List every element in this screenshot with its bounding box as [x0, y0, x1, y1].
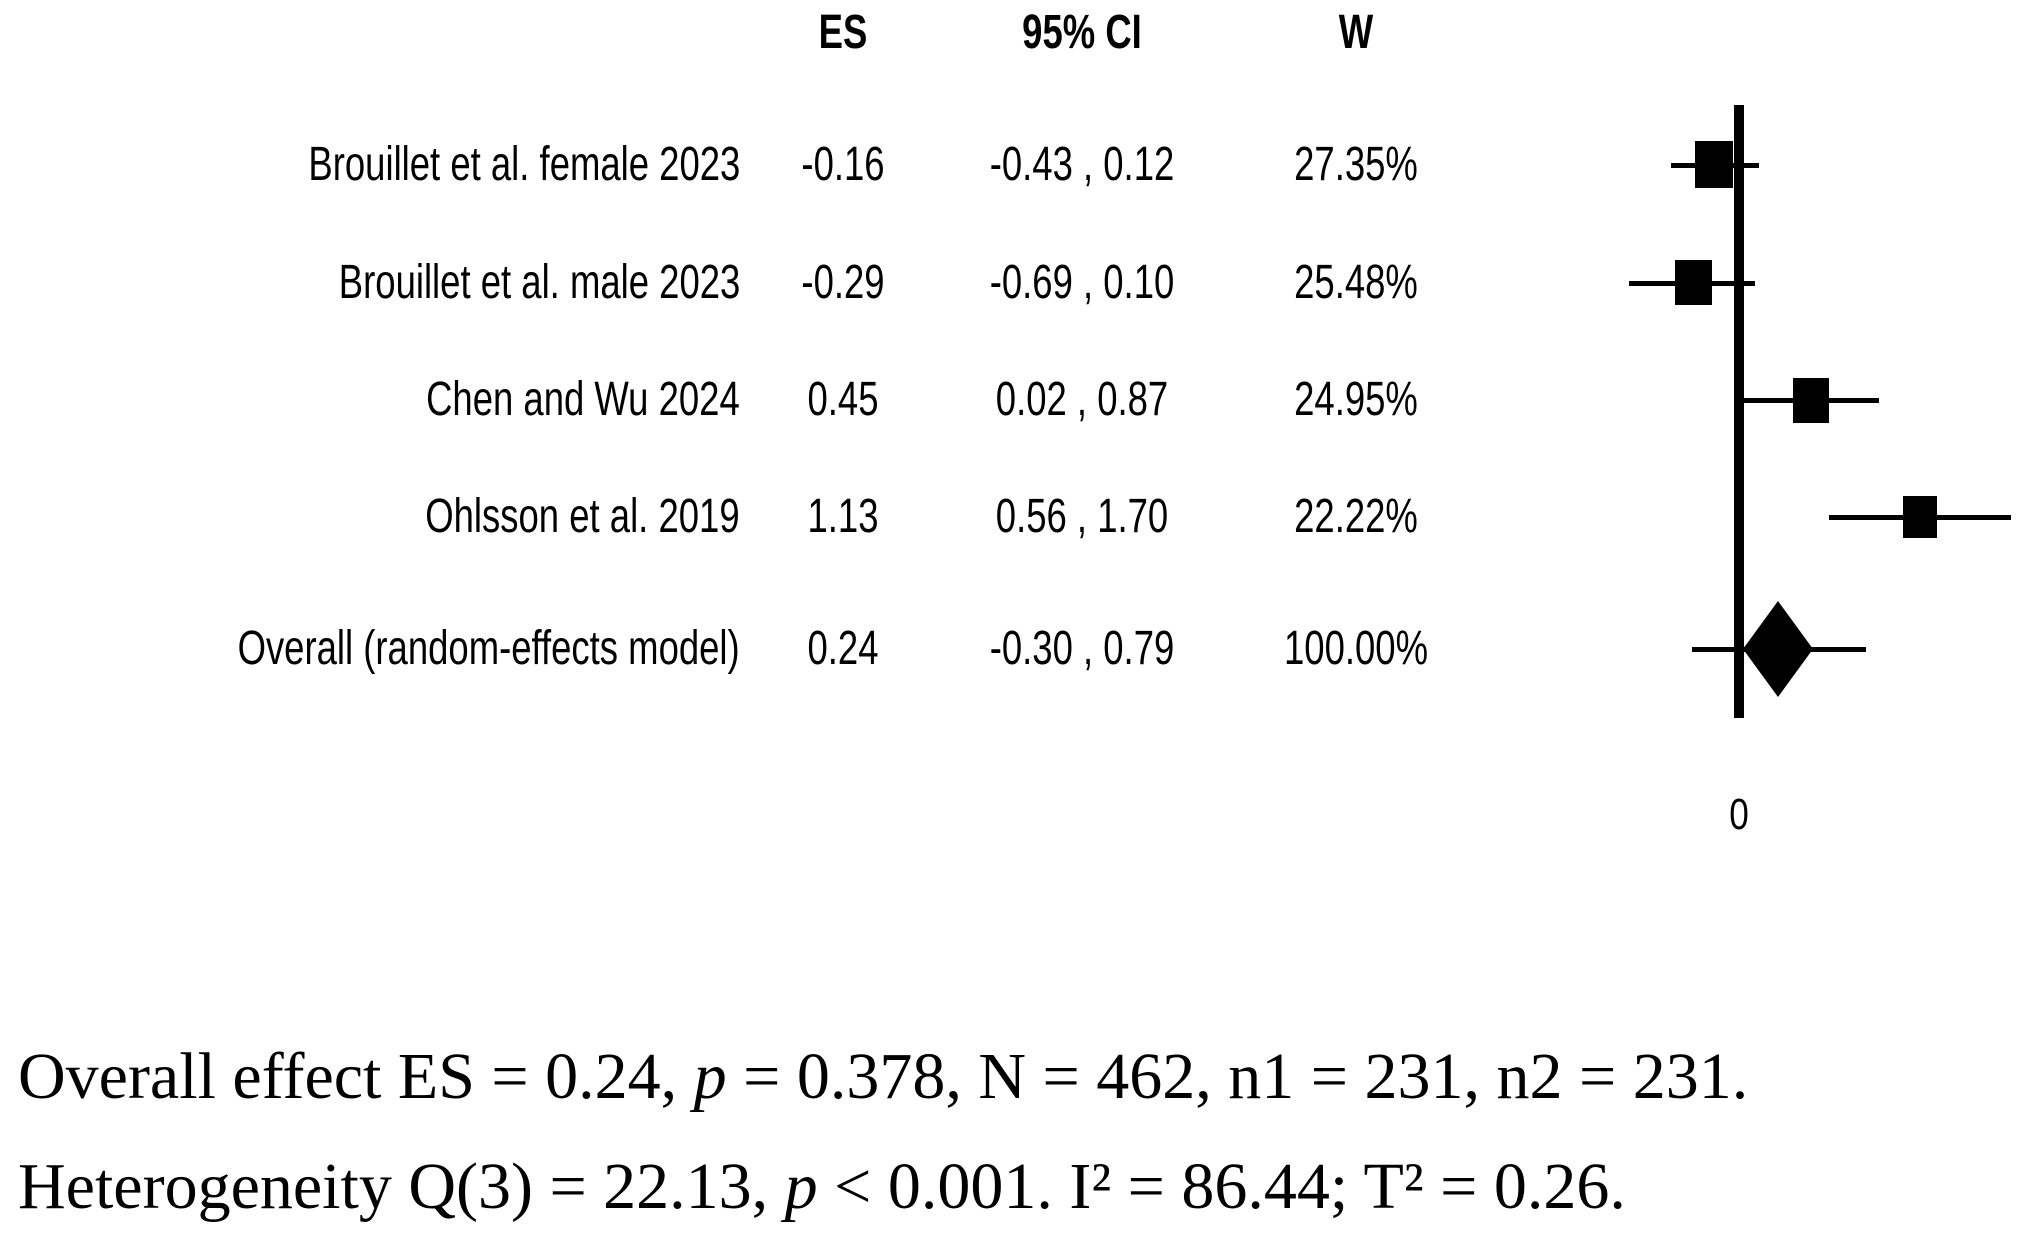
study-weight-value: 24.95% [1294, 373, 1418, 426]
footer-text: Heterogeneity Q(3) = 22.13, [18, 1150, 785, 1223]
study-es-value: 1.13 [807, 490, 879, 543]
column-header-w: W [1338, 6, 1374, 59]
study-es-value: -0.16 [801, 138, 885, 191]
study-es-value: -0.29 [801, 256, 885, 309]
zero-reference-line [1734, 105, 1744, 718]
study-label: Chen and Wu 2024 [426, 373, 740, 426]
footer-italic-p: p [693, 1040, 727, 1113]
footer-italic-p: p [784, 1150, 818, 1223]
effect-square [1903, 496, 1937, 538]
column-header-es: ES [818, 6, 868, 59]
stats-footer: Overall effect ES = 0.24, p = 0.378, N =… [18, 1022, 2028, 1242]
effect-square [1675, 260, 1712, 305]
overall-weight-value: 100.00% [1283, 622, 1429, 675]
effect-square [1695, 141, 1733, 188]
overall-diamond [1743, 601, 1813, 697]
footer-text: Overall effect ES = 0.24, [18, 1040, 694, 1113]
column-header-ci: 95% CI [1022, 6, 1142, 59]
study-es-value: 0.45 [807, 373, 879, 426]
study-label: Brouillet et al. female 2023 [308, 138, 740, 191]
study-ci-value: 0.56 , 1.70 [995, 490, 1169, 543]
overall-es-value: 0.24 [807, 622, 879, 675]
study-ci-value: -0.69 , 0.10 [989, 256, 1175, 309]
footer-text: = 0.378, N = 462, n1 = 231, n2 = 231. [726, 1040, 1749, 1113]
heterogeneity-line: Heterogeneity Q(3) = 22.13, p < 0.001. I… [18, 1132, 2028, 1242]
overall-ci-value: -0.30 , 0.79 [989, 622, 1175, 675]
overall-label: Overall (random-effects model) [237, 622, 740, 675]
study-label: Ohlsson et al. 2019 [425, 490, 740, 543]
footer-text: < 0.001. I² = 86.44; T² = 0.26. [817, 1150, 1626, 1223]
study-weight-value: 27.35% [1294, 138, 1418, 191]
x-axis-tick-label: 0 [1729, 790, 1749, 839]
study-ci-value: -0.43 , 0.12 [989, 138, 1175, 191]
study-weight-value: 25.48% [1294, 256, 1418, 309]
study-label: Brouillet et al. male 2023 [338, 256, 740, 309]
study-ci-value: 0.02 , 0.87 [995, 373, 1169, 426]
overall-effect-line: Overall effect ES = 0.24, p = 0.378, N =… [18, 1022, 2028, 1132]
effect-square [1793, 378, 1829, 423]
study-weight-value: 22.22% [1294, 490, 1418, 543]
